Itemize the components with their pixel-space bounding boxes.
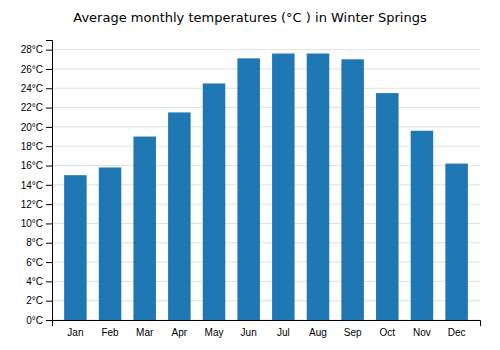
- y-tick-label: 18°C: [21, 141, 43, 152]
- y-tick-label: 6°C: [26, 257, 43, 268]
- bar: [133, 137, 156, 320]
- y-tick-mark: [46, 146, 52, 147]
- y-tick-label: 28°C: [21, 44, 43, 55]
- y-tick-label: 26°C: [21, 64, 43, 75]
- x-tick: Oct: [380, 327, 396, 338]
- y-tick: 14°C: [21, 180, 52, 191]
- bar: [445, 164, 468, 320]
- y-tick-label: 10°C: [21, 218, 43, 229]
- x-tick-label: Jan: [67, 327, 83, 338]
- bar: [99, 167, 122, 320]
- x-tick-label: Dec: [448, 327, 466, 338]
- y-tick-mark: [46, 69, 52, 70]
- x-tick: Nov: [413, 327, 431, 338]
- y-tick-mark: [46, 88, 52, 89]
- grid-line: [52, 126, 480, 127]
- x-axis-line: [53, 321, 481, 327]
- x-tick-label: Jun: [241, 327, 257, 338]
- x-tick-label: Oct: [380, 327, 396, 338]
- bar: [203, 83, 226, 320]
- y-tick-mark: [46, 204, 52, 205]
- y-tick-mark: [46, 108, 52, 109]
- plot-area: 0°C 2°C 4°C 6°C 8°C 10°C 12°C 14°C 16°C 18°C 20°C 2…: [21, 41, 481, 339]
- x-tick: Jun: [241, 327, 257, 338]
- y-tick: 0°C: [26, 315, 52, 326]
- y-tick-mark: [46, 301, 52, 302]
- y-tick-mark: [46, 243, 52, 244]
- y-tick-mark: [46, 127, 52, 128]
- x-tick-label: Feb: [101, 327, 119, 338]
- y-tick: 6°C: [26, 257, 52, 268]
- bar: [64, 175, 87, 320]
- x-tick-label: Mar: [136, 327, 154, 338]
- y-tick-label: 20°C: [21, 122, 43, 133]
- title: Average monthly temperatures (°C ) in Wi…: [73, 10, 427, 25]
- grid-line: [52, 49, 480, 50]
- x-tick-label: Nov: [413, 327, 431, 338]
- y-tick-label: 16°C: [21, 160, 43, 171]
- bars: [64, 54, 468, 320]
- y-tick-label: 4°C: [26, 276, 43, 287]
- y-tick-mark: [46, 185, 52, 186]
- y-tick-mark: [46, 262, 52, 263]
- y-axis: 0°C 2°C 4°C 6°C 8°C 10°C 12°C 14°C 16°C 18°C 20°C 2…: [21, 41, 53, 326]
- grid-line: [52, 88, 480, 89]
- y-tick: 28°C: [21, 44, 52, 55]
- bar: [376, 93, 399, 320]
- y-tick-mark: [46, 223, 52, 224]
- bar: [168, 112, 191, 320]
- x-tick-label: Aug: [309, 327, 327, 338]
- x-tick-label: Jul: [277, 327, 290, 338]
- y-tick-label: 12°C: [21, 199, 43, 210]
- y-tick-mark: [46, 166, 52, 167]
- bar: [307, 54, 330, 320]
- y-tick: 26°C: [21, 64, 52, 75]
- x-tick: Sep: [344, 327, 362, 338]
- x-tick: Mar: [136, 327, 154, 338]
- y-tick: 2°C: [26, 295, 52, 306]
- y-tick-label: 24°C: [21, 83, 43, 94]
- y-tick-label: 2°C: [26, 295, 43, 306]
- y-tick: 8°C: [26, 237, 52, 248]
- x-tick: Feb: [101, 327, 119, 338]
- y-tick-label: 8°C: [26, 237, 43, 248]
- x-tick-label: Sep: [344, 327, 362, 338]
- y-tick-label: 0°C: [26, 315, 43, 326]
- x-tick: Apr: [172, 327, 188, 338]
- y-tick: 10°C: [21, 218, 52, 229]
- grid: [52, 50, 480, 320]
- y-tick: 22°C: [21, 102, 52, 113]
- bar: [272, 54, 295, 320]
- grid-line: [52, 107, 480, 108]
- x-tick: Jul: [277, 327, 290, 338]
- y-tick-label: 14°C: [21, 180, 43, 191]
- y-tick: 4°C: [26, 276, 52, 287]
- bar: [341, 59, 364, 320]
- x-tick: Jan: [67, 327, 83, 338]
- x-tick: May: [205, 327, 224, 338]
- y-tick: 16°C: [21, 160, 52, 171]
- bar: [237, 58, 260, 320]
- x-tick-label: Apr: [172, 327, 188, 338]
- x-tick-label: May: [205, 327, 224, 338]
- grid-line: [52, 68, 480, 69]
- y-axis-line: [46, 41, 53, 321]
- x-tick: Dec: [448, 327, 466, 338]
- y-tick: 12°C: [21, 199, 52, 210]
- x-axis: Jan Feb Mar Apr May Jun Jul Aug Sep Oct Nov Dec: [53, 321, 481, 339]
- chart: 0°C 2°C 4°C 6°C 8°C 10°C 12°C 14°C 16°C 18°C 20°C 2…: [0, 0, 500, 350]
- y-tick-mark: [46, 281, 52, 282]
- y-tick-label: 22°C: [21, 102, 43, 113]
- y-tick-mark: [46, 50, 52, 51]
- x-tick: Aug: [309, 327, 327, 338]
- bar: [411, 131, 434, 320]
- y-tick: 18°C: [21, 141, 52, 152]
- y-tick: 24°C: [21, 83, 52, 94]
- y-tick-mark: [46, 320, 52, 321]
- y-tick: 20°C: [21, 122, 52, 133]
